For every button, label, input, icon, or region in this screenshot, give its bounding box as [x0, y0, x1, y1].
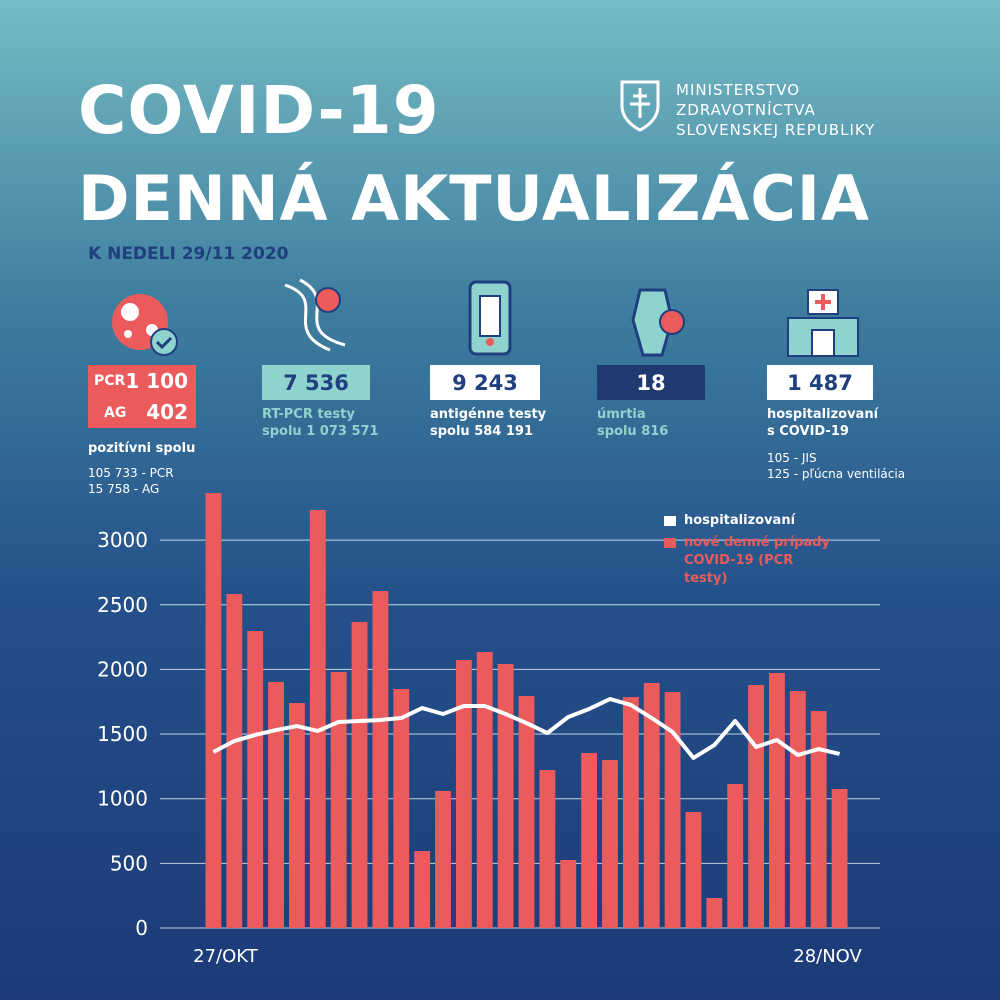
line [212, 697, 841, 760]
x-tick-label: 28/NOV [793, 946, 862, 967]
caption-line: spolu 584 191 [430, 424, 534, 439]
bar [518, 696, 535, 928]
bar [727, 783, 744, 928]
positive-caption: pozitívni spolu [88, 441, 196, 456]
caption-line: hospitalizovaní [767, 407, 879, 422]
deaths-caption: úmrtia spolu 816 [597, 406, 668, 440]
bar [748, 685, 765, 928]
antigen-box: 9 243 [430, 365, 540, 400]
legend-label: nové denné prípady COVID-19 (PCR testy) [684, 535, 831, 586]
caption-line: spolu 1 073 571 [262, 424, 379, 439]
bar [664, 692, 681, 928]
bar [622, 697, 639, 928]
title: COVID-19 [78, 72, 440, 149]
hospital-details: 105 - JIS 125 - pľúcna ventilácia [767, 450, 905, 482]
y-tick-label: 1500 [97, 722, 148, 746]
bar [476, 651, 493, 928]
ministry-line: SLOVENSKEJ REPUBLIKY [676, 121, 876, 139]
legend: hospitalizovaní nové denné prípady COVID-… [664, 512, 834, 592]
bar [393, 689, 410, 928]
bar [810, 711, 827, 928]
y-tick-label: 0 [135, 916, 148, 940]
pcr-label: PCR [94, 373, 126, 389]
antigen-caption: antigénne testy spolu 584 191 [430, 406, 546, 440]
bar [685, 812, 702, 928]
dna-icon [284, 278, 346, 352]
y-tick-label: 500 [110, 851, 148, 875]
legend-swatch [664, 538, 676, 548]
pcr-value: 1 100 [125, 369, 188, 393]
caption-line: antigénne testy [430, 407, 547, 422]
positive-details: 105 733 - PCR 15 758 - AG [88, 465, 174, 497]
caption-line: spolu 816 [597, 424, 669, 439]
bar [769, 673, 785, 928]
bar [309, 509, 326, 928]
y-tick-label: 3000 [97, 528, 148, 552]
y-tick-label: 2000 [97, 657, 148, 681]
hospital-box: 1 487 [767, 365, 873, 400]
bar [455, 659, 472, 928]
hospital-caption: hospitalizovaní s COVID-19 [767, 406, 878, 440]
detail: 105 733 - PCR [88, 466, 174, 480]
bar [581, 753, 598, 928]
legend-label: hospitalizovaní [684, 513, 796, 528]
bar [330, 671, 347, 928]
positive-box: PCR 1 100 AG 402 [88, 365, 196, 428]
rtpcr-box: 7 536 [262, 365, 370, 400]
bar [205, 493, 222, 928]
caption-line: s COVID-19 [767, 424, 849, 439]
bar [706, 898, 723, 928]
bar [247, 630, 264, 928]
bar [560, 859, 577, 928]
bar [497, 663, 514, 928]
bar [602, 760, 618, 928]
bar [414, 851, 431, 928]
hospital-icon [787, 289, 859, 357]
virus-icon [112, 294, 178, 356]
legend-item: hospitalizovaní [664, 512, 834, 530]
bar [372, 591, 389, 928]
ag-value: 402 [146, 400, 188, 424]
caption-line: úmrtia [597, 407, 646, 422]
ministry-line: MINISTERSTVO [676, 81, 801, 99]
date: K NEDELI 29/11 2020 [88, 244, 289, 264]
detail: 125 - pľúcna ventilácia [767, 467, 906, 481]
bar [789, 690, 806, 928]
y-tick-label: 2500 [97, 593, 148, 617]
x-tick-label: 27/OKT [193, 946, 259, 967]
test-icon [468, 280, 512, 356]
ministry: MINISTERSTVO ZDRAVOTNÍCTVA SLOVENSKEJ RE… [676, 80, 875, 140]
detail: 15 758 - AG [88, 482, 160, 496]
bar [351, 621, 368, 928]
crest-icon [620, 80, 660, 132]
deaths-box: 18 [597, 365, 705, 400]
rtpcr-caption: RT-PCR testy spolu 1 073 571 [262, 406, 379, 440]
legend-item: nové denné prípady COVID-19 (PCR testy) [664, 534, 834, 588]
bar [226, 594, 243, 928]
bar [539, 769, 556, 928]
bar [643, 682, 660, 928]
bar [268, 681, 284, 928]
detail: 105 - JIS [767, 451, 817, 465]
bar [288, 703, 305, 928]
coffin-icon [631, 288, 685, 357]
subtitle: DENNÁ AKTUALIZÁCIA [78, 162, 870, 235]
caption-line: RT-PCR testy [262, 407, 355, 422]
legend-swatch [664, 516, 676, 526]
bar [435, 790, 451, 928]
ministry-line: ZDRAVOTNÍCTVA [676, 101, 816, 119]
ag-label: AG [104, 405, 127, 421]
y-tick-label: 1000 [97, 787, 148, 811]
bar [831, 789, 848, 928]
